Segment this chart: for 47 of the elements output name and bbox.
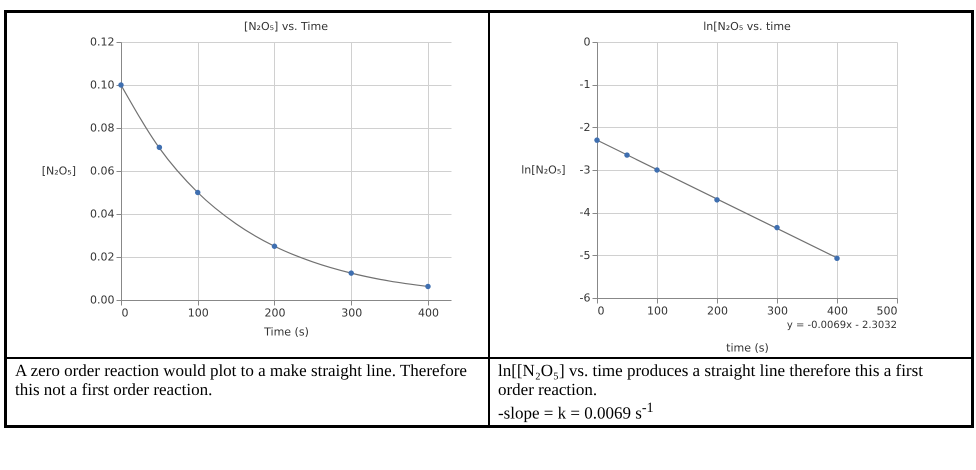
point	[624, 152, 630, 158]
point	[774, 224, 780, 230]
point	[594, 137, 600, 143]
point	[118, 82, 124, 88]
text: -slope = k = 0.0069 s$^{-1}$	[498, 400, 654, 423]
y-tick-label: -1	[580, 78, 590, 92]
x-tick-label: 300	[341, 306, 362, 320]
x-axis-title: time (s)	[726, 342, 769, 354]
y-tick-label: 0.10	[90, 78, 114, 92]
x-tick-label: 100	[188, 306, 209, 320]
text: y = -0.0069x - 2.3032	[786, 320, 897, 331]
chart-title: ln[N₂O₅ vs. time	[703, 20, 792, 33]
y-tick-label: -2	[580, 120, 590, 134]
x-tick-label: 200	[264, 306, 286, 320]
chart-title: [N₂O₅] vs. Time	[244, 20, 328, 33]
point	[156, 144, 162, 150]
x-tick-label: 100	[647, 304, 668, 318]
y-tick-label: -3	[580, 164, 590, 176]
x-tick-label: 300	[767, 304, 788, 318]
text: ln[[N₂O₅] vs. time produces a straight line therefore this a first order reaction.	[498, 361, 923, 399]
y-tick-label: -4	[580, 206, 590, 220]
x-tick-label: 400	[418, 306, 439, 320]
point	[348, 270, 354, 276]
point	[654, 167, 660, 173]
y-tick-label: 0	[584, 36, 590, 48]
y-tick-label: 0.04	[90, 208, 114, 220]
x-tick-label: 0	[598, 304, 604, 318]
y-tick-label: 0.00	[90, 294, 114, 306]
x-axis-title: Time (s)	[263, 326, 309, 338]
y-tick-label: -6	[580, 292, 590, 304]
y-tick-label: 0.02	[90, 250, 114, 264]
point	[425, 284, 431, 290]
y-axis-title: ln[N₂O₅]	[521, 164, 566, 176]
point	[195, 190, 200, 196]
x-tick-label: 200	[707, 304, 728, 318]
text: A zero order reaction would plot to a make straight line. Therefore this not a first order reaction.	[6, 358, 489, 426]
x-tick-label: 400	[827, 304, 848, 318]
x-tick-label: 0	[122, 306, 128, 320]
y-tick-label: 0.12	[90, 36, 114, 48]
point	[834, 256, 840, 262]
y-tick-label: 0.08	[90, 122, 114, 134]
y-tick-label: -5	[580, 248, 590, 262]
point	[714, 197, 720, 203]
x-tick-label: 500	[876, 304, 898, 318]
point	[272, 244, 278, 249]
y-tick-label: 0.06	[90, 164, 114, 178]
y-axis-title: [N₂O₅]	[42, 164, 76, 178]
